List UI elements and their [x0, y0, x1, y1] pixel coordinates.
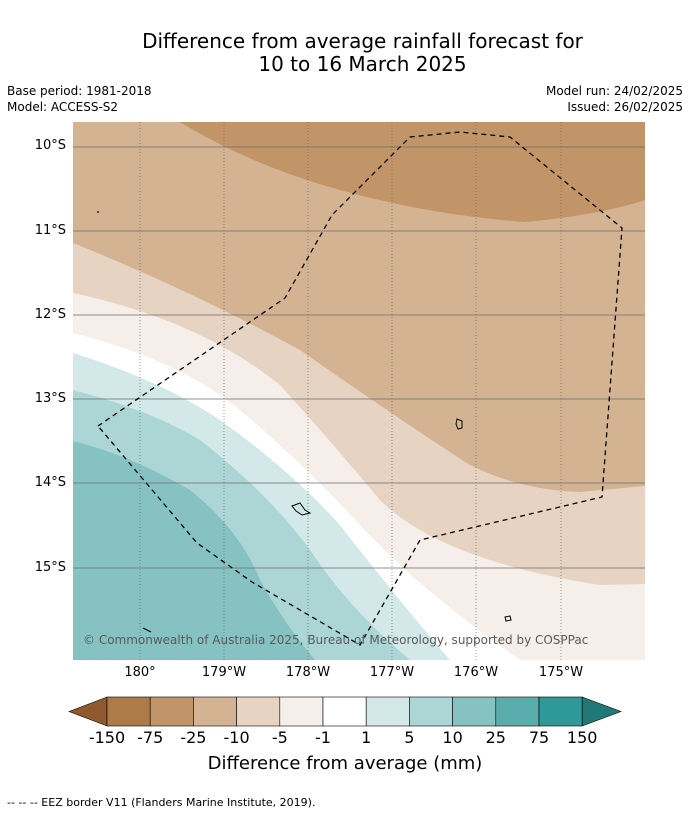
lon-label: 178°W: [285, 665, 331, 680]
lat-label: 12°S: [34, 307, 66, 322]
legend-tick-label: 10: [442, 728, 463, 747]
lat-label: 10°S: [34, 138, 66, 153]
lon-label: 175°W: [538, 665, 584, 680]
colorbar-segment: [193, 696, 237, 727]
legend-tick-label: -5: [271, 728, 288, 747]
model-run: Model run: 24/02/2025: [545, 84, 683, 98]
colorbar-segment: [409, 696, 453, 727]
lon-label: 180°: [124, 665, 156, 680]
legend-tick-label: 150: [566, 728, 598, 747]
lat-label: 11°S: [34, 223, 66, 238]
legend-title: Difference from average (mm): [207, 753, 483, 774]
colorbar-segment: [236, 696, 281, 727]
colorbar-extend-low: [68, 696, 108, 727]
legend-tick-label: -25: [180, 728, 207, 747]
legend-tick-label: -1: [315, 728, 331, 747]
island-dot: [97, 211, 99, 213]
colorbar-segment: [279, 696, 324, 727]
map-title: Difference from average rainfall forecas…: [0, 30, 690, 76]
legend-tick-label: -10: [223, 728, 250, 747]
field-teal: [73, 441, 315, 660]
legend-tick-label: 5: [404, 728, 415, 747]
lon-label: 179°W: [201, 665, 247, 680]
legend-tick-label: 75: [528, 728, 550, 747]
colorbar-segment: [322, 696, 367, 727]
title-line-1: Difference from average rainfall forecas…: [142, 29, 583, 53]
legend-tick-label: -150: [88, 728, 126, 747]
lat-label: 15°S: [34, 560, 66, 575]
copyright-notice: © Commonwealth of Australia 2025, Bureau…: [83, 633, 589, 647]
model-name: Model: ACCESS-S2: [7, 100, 119, 114]
eez-border: [97, 131, 623, 646]
base-period: Base period: 1981-2018: [7, 84, 152, 98]
legend-tick-label: 1: [361, 728, 372, 747]
graticule: [73, 122, 645, 660]
colorbar-segment: [452, 696, 497, 727]
lon-label: 177°W: [369, 665, 415, 680]
lat-label: 14°S: [34, 475, 66, 490]
lat-label: 13°S: [34, 391, 66, 406]
contour-fields: [73, 122, 645, 660]
island-shape: [291, 502, 312, 516]
island-shape: [504, 615, 512, 622]
island-shape: [142, 627, 152, 633]
meta-right: Model run: 24/02/2025 Issued: 26/02/2025: [546, 83, 683, 115]
colorbar-segment: [495, 696, 540, 727]
island-shape: [455, 418, 463, 430]
legend-colorbar: [68, 696, 622, 727]
colorbar-segment: [365, 696, 410, 727]
eez-footnote: -- -- -- EEZ border V11 (Flanders Marine…: [7, 796, 316, 809]
legend-tick-label: -75: [137, 728, 164, 747]
meta-left: Base period: 1981-2018 Model: ACCESS-S2: [7, 83, 152, 115]
colorbar-segment: [149, 696, 194, 727]
colorbar-extend-high: [581, 696, 622, 727]
lon-label: 176°W: [453, 665, 499, 680]
legend-tick-label: 25: [485, 728, 506, 747]
colorbar-segment: [538, 696, 583, 727]
colorbar-segment: [106, 696, 151, 727]
title-line-2: 10 to 16 March 2025: [258, 52, 467, 76]
issued-date: Issued: 26/02/2025: [567, 100, 683, 114]
